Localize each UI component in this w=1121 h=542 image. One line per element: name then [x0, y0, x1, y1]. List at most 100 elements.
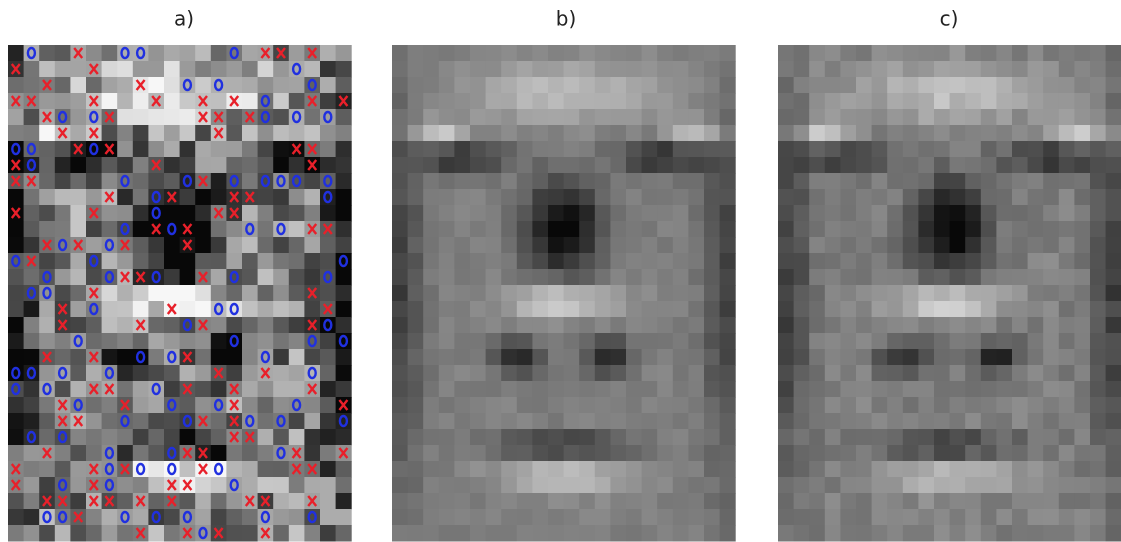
- pixel: [532, 269, 548, 286]
- pixel: [840, 301, 856, 318]
- pixel: [564, 189, 580, 206]
- pixel: [918, 269, 934, 286]
- pixel: [439, 125, 455, 142]
- pixel: [133, 205, 149, 222]
- pixel: [164, 157, 180, 174]
- pixel: [1059, 317, 1075, 334]
- pixel: [8, 237, 24, 254]
- pixel: [408, 333, 424, 350]
- pixel: [934, 125, 950, 142]
- pixel: [934, 173, 950, 190]
- pixel: [996, 189, 1012, 206]
- pixel: [704, 253, 720, 270]
- panel-label: c): [940, 7, 959, 31]
- pixel: [470, 381, 486, 398]
- pixel: [408, 253, 424, 270]
- pixel: [887, 397, 903, 414]
- pixel: [981, 269, 997, 286]
- pixel: [778, 93, 794, 110]
- pixel: [423, 349, 439, 366]
- pixel: [1028, 413, 1044, 430]
- pixel: [564, 77, 580, 94]
- pixel: [610, 125, 626, 142]
- pixel: [595, 189, 611, 206]
- pixel: [564, 93, 580, 110]
- pixel: [610, 141, 626, 158]
- pixel: [70, 461, 86, 478]
- pixel: [688, 301, 704, 318]
- pixel: [211, 445, 227, 462]
- pixel: [809, 493, 825, 510]
- pixel: [704, 237, 720, 254]
- pixel: [996, 413, 1012, 430]
- pixel: [872, 477, 888, 494]
- pixel: [610, 317, 626, 334]
- pixel: [934, 205, 950, 222]
- pixel: [934, 477, 950, 494]
- pixel: [320, 349, 336, 366]
- pixel: [148, 445, 164, 462]
- pixel: [579, 45, 595, 62]
- pixel: [626, 157, 642, 174]
- pixel: [532, 285, 548, 302]
- pixel: [70, 93, 86, 110]
- pixel: [794, 301, 810, 318]
- pixel: [809, 269, 825, 286]
- pixel: [289, 349, 305, 366]
- pixel: [688, 253, 704, 270]
- pixel: [688, 477, 704, 494]
- pixel: [8, 509, 24, 526]
- pixel: [532, 157, 548, 174]
- pixel: [887, 461, 903, 478]
- pixel: [1028, 61, 1044, 78]
- pixel: [856, 125, 872, 142]
- pixel: [454, 349, 470, 366]
- pixel: [392, 509, 408, 526]
- pixel: [423, 125, 439, 142]
- pixel: [39, 141, 55, 158]
- pixel: [226, 285, 242, 302]
- pixel: [996, 429, 1012, 446]
- pixel: [1090, 205, 1106, 222]
- pixel: [840, 45, 856, 62]
- pixel: [211, 493, 227, 510]
- pixel: [470, 77, 486, 94]
- pixel: [470, 141, 486, 158]
- pixel: [24, 301, 40, 318]
- pixel: [486, 157, 502, 174]
- pixel: [1074, 317, 1090, 334]
- pixel: [117, 253, 133, 270]
- pixel: [918, 445, 934, 462]
- pixel: [950, 413, 966, 430]
- pixel: [1059, 173, 1075, 190]
- pixel: [918, 61, 934, 78]
- pixel: [273, 189, 289, 206]
- pixel: [1012, 221, 1028, 238]
- pixel: [872, 461, 888, 478]
- pixel: [950, 509, 966, 526]
- pixel: [242, 125, 258, 142]
- pixel: [981, 189, 997, 206]
- pixel: [918, 285, 934, 302]
- pixel: [872, 173, 888, 190]
- pixel: [211, 477, 227, 494]
- pixel: [408, 285, 424, 302]
- pixel: [55, 381, 71, 398]
- pixel: [470, 429, 486, 446]
- pixel: [148, 285, 164, 302]
- pixel: [1028, 317, 1044, 334]
- pixel: [117, 109, 133, 126]
- pixel: [117, 381, 133, 398]
- pixel: [439, 269, 455, 286]
- pixel: [1012, 445, 1028, 462]
- pixel: [1043, 269, 1059, 286]
- pixel: [548, 445, 564, 462]
- pixel: [226, 141, 242, 158]
- pixel: [794, 205, 810, 222]
- pixel: [289, 493, 305, 510]
- pixel: [1106, 445, 1121, 462]
- pixel: [117, 301, 133, 318]
- pixel: [242, 381, 258, 398]
- pixel: [887, 237, 903, 254]
- pixel: [1074, 141, 1090, 158]
